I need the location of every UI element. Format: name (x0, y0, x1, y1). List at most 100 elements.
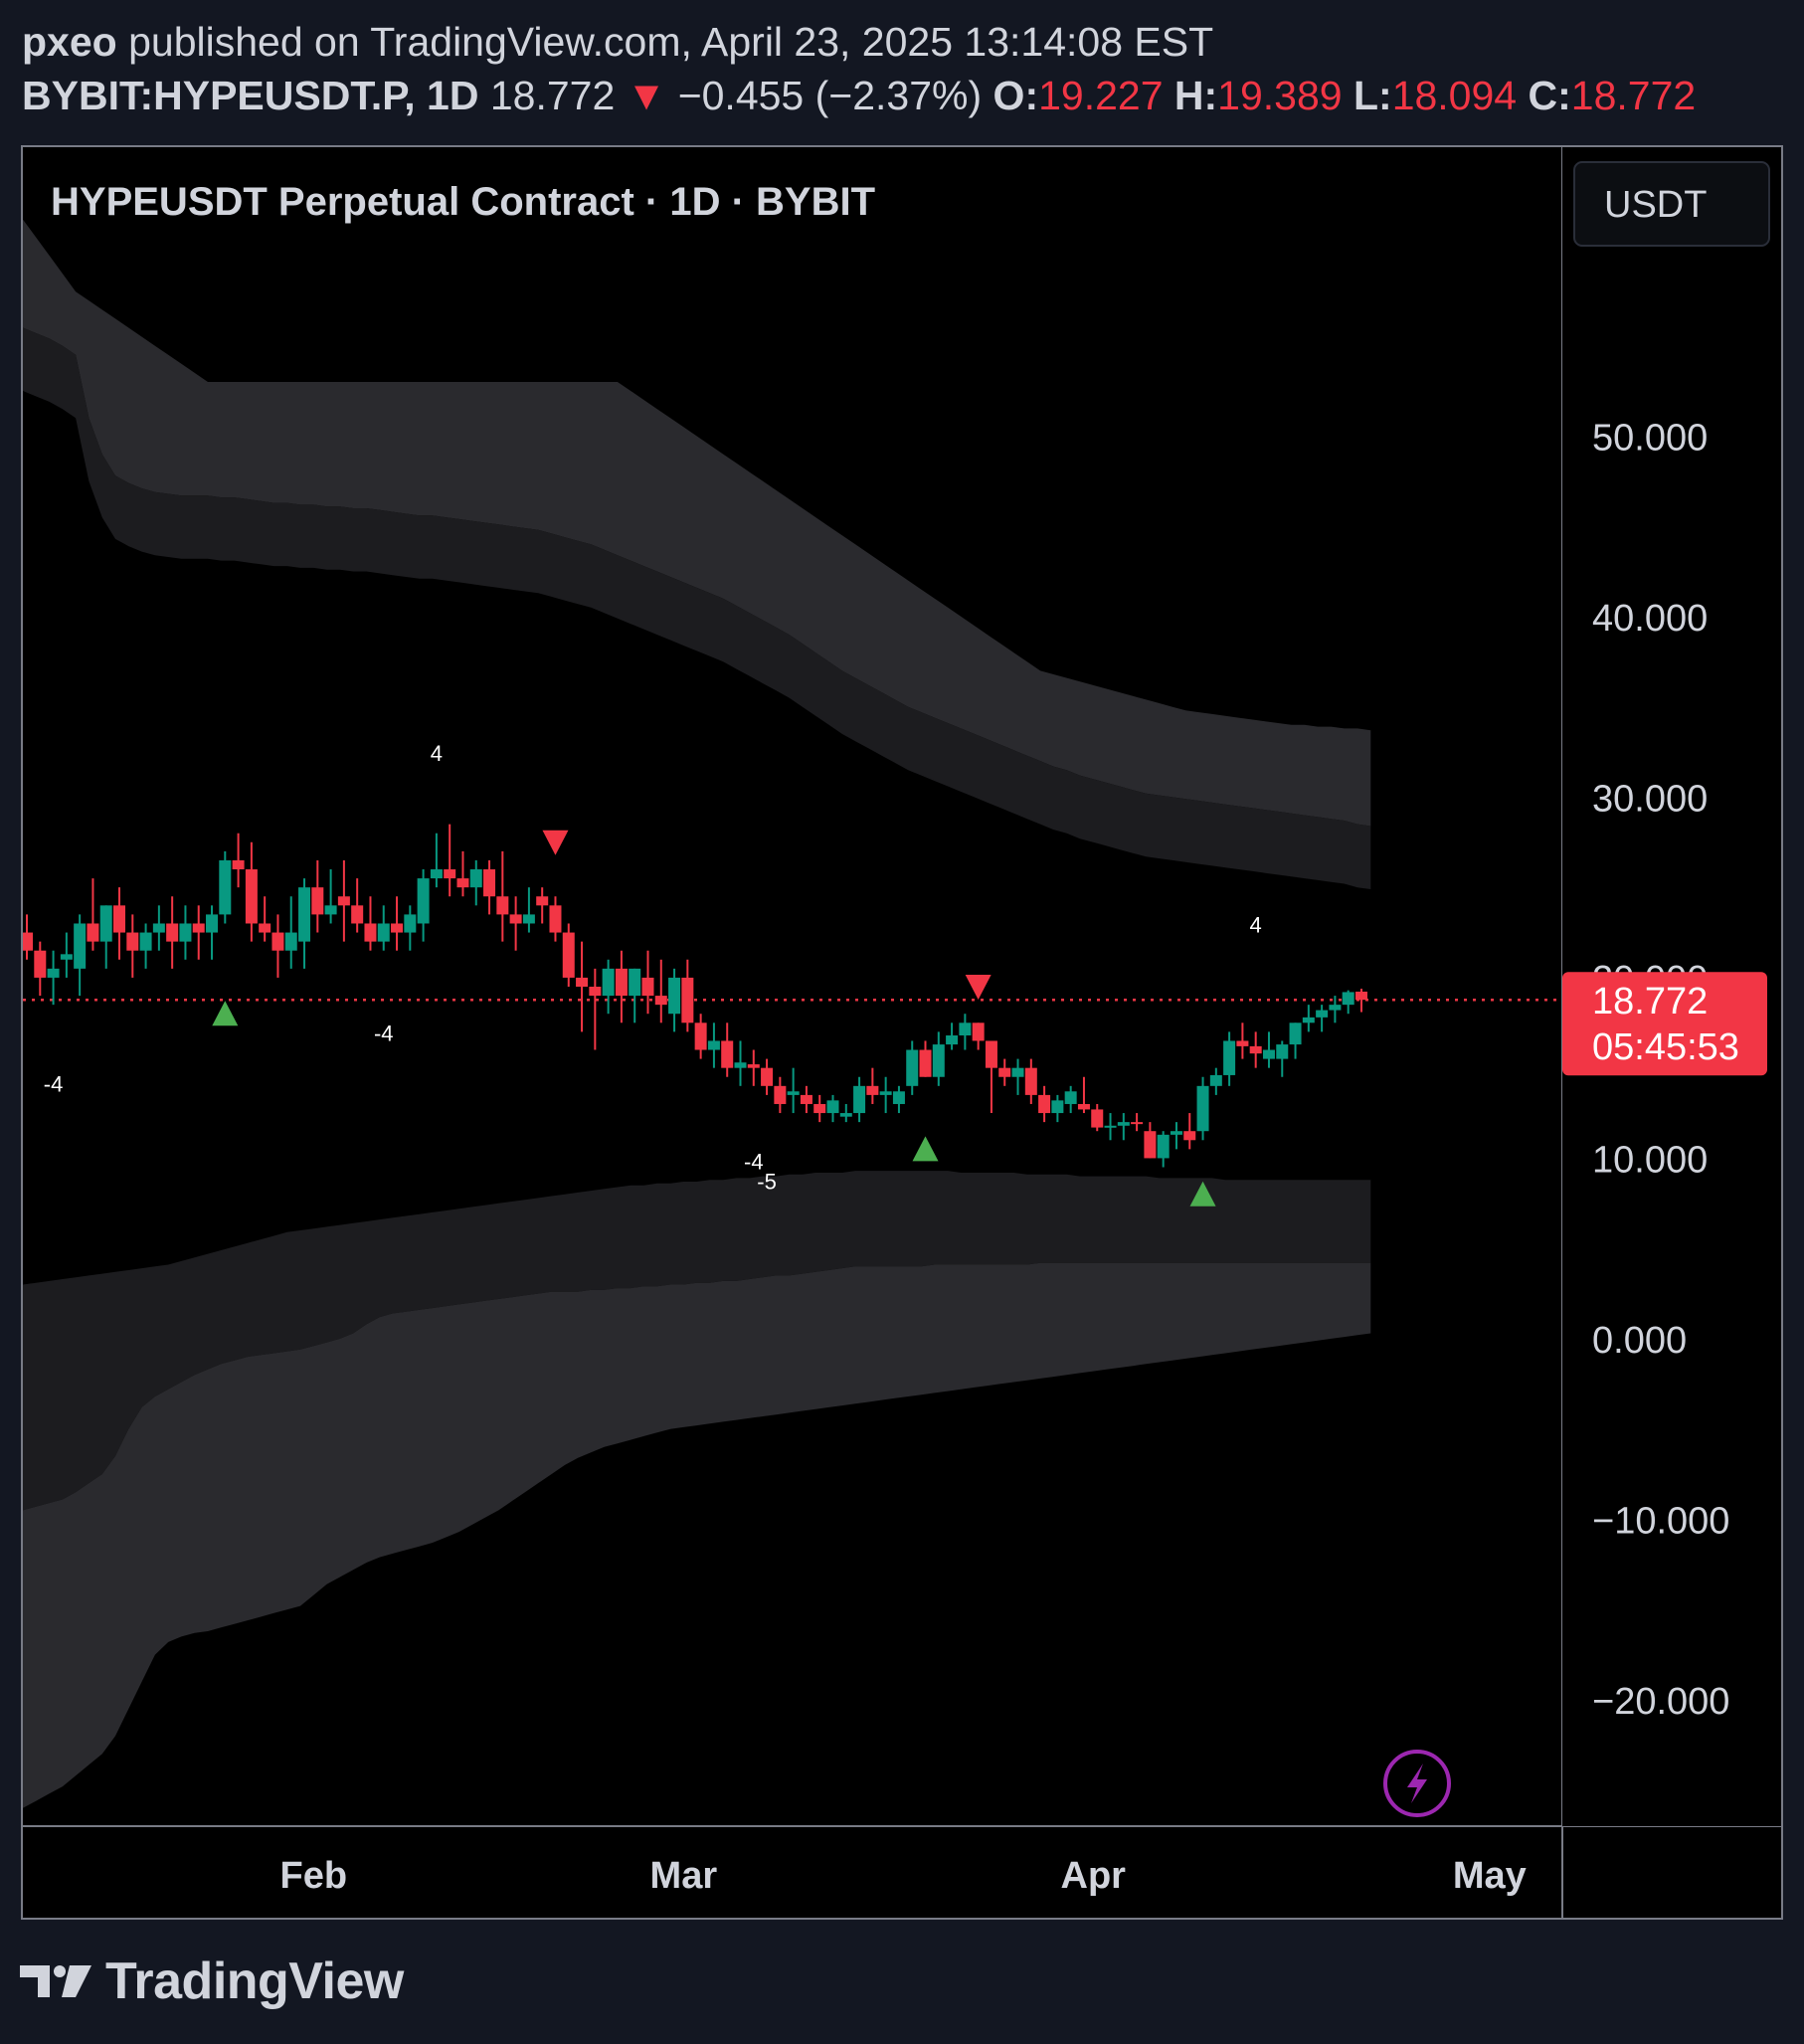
candle[interactable] (509, 896, 522, 951)
candle[interactable] (298, 878, 311, 969)
candle[interactable] (1236, 1022, 1249, 1059)
candle[interactable] (192, 905, 205, 960)
currency-button[interactable]: USDT (1573, 161, 1770, 247)
candle[interactable] (1329, 996, 1342, 1023)
candle[interactable] (589, 968, 602, 1050)
candle[interactable] (1354, 989, 1367, 1013)
lightning-bolt-icon[interactable] (1383, 1750, 1451, 1817)
candle[interactable] (139, 923, 152, 969)
candle[interactable] (179, 905, 192, 960)
candle[interactable] (23, 914, 33, 960)
candle[interactable] (602, 959, 615, 1015)
price-chart[interactable]: 4-4-4-4-54 50.00040.00030.00010.0000.000… (23, 147, 1781, 1918)
candle[interactable] (932, 1031, 945, 1086)
candle[interactable] (99, 905, 112, 969)
candle[interactable] (1316, 1005, 1329, 1032)
candle[interactable] (1104, 1113, 1117, 1141)
candle[interactable] (826, 1094, 839, 1123)
candle[interactable] (1038, 1085, 1051, 1123)
candle[interactable] (351, 878, 364, 933)
candle[interactable] (985, 1040, 997, 1114)
candle[interactable] (206, 905, 219, 960)
candle[interactable] (839, 1103, 852, 1123)
candle[interactable] (668, 968, 681, 1032)
candle[interactable] (1183, 1113, 1196, 1150)
candle[interactable] (787, 1067, 800, 1114)
candle[interactable] (615, 950, 628, 1023)
candle[interactable] (1117, 1113, 1130, 1141)
candle[interactable] (694, 1014, 707, 1059)
candle[interactable] (1223, 1031, 1236, 1086)
candle[interactable] (364, 896, 377, 951)
candle[interactable] (1342, 990, 1354, 1015)
candle[interactable] (271, 914, 284, 978)
candle[interactable] (721, 1022, 734, 1077)
candle[interactable] (1170, 1122, 1182, 1150)
candle[interactable] (813, 1094, 826, 1123)
candle[interactable] (1144, 1122, 1157, 1159)
candle[interactable] (34, 941, 47, 997)
candle[interactable] (919, 1040, 932, 1077)
candle[interactable] (469, 859, 482, 906)
candle[interactable] (1011, 1058, 1024, 1095)
candle[interactable] (377, 905, 390, 951)
candle[interactable] (324, 869, 337, 924)
candle[interactable] (496, 850, 509, 942)
candle[interactable] (126, 914, 139, 978)
candle[interactable] (866, 1067, 879, 1104)
candle[interactable] (444, 824, 456, 897)
candle[interactable] (232, 833, 245, 888)
candle[interactable] (60, 932, 73, 978)
candle[interactable] (1157, 1131, 1170, 1168)
candle[interactable] (562, 923, 575, 987)
candle[interactable] (800, 1085, 812, 1114)
candle[interactable] (959, 1014, 972, 1050)
candle[interactable] (536, 887, 549, 924)
candle[interactable] (417, 869, 430, 942)
candle[interactable] (1064, 1085, 1077, 1114)
candle[interactable] (337, 859, 350, 942)
candle[interactable] (761, 1058, 774, 1095)
candle[interactable] (1302, 1005, 1315, 1032)
candle[interactable] (946, 1022, 959, 1050)
candle[interactable] (1196, 1076, 1209, 1141)
candle[interactable] (245, 841, 258, 942)
candle[interactable] (87, 878, 99, 951)
candle[interactable] (219, 850, 232, 924)
candle[interactable] (391, 896, 404, 951)
candle[interactable] (707, 1022, 720, 1068)
candle[interactable] (1051, 1094, 1064, 1123)
candle[interactable] (734, 1040, 747, 1086)
candle[interactable] (284, 896, 297, 969)
candle[interactable] (166, 896, 179, 969)
candle[interactable] (998, 1058, 1011, 1086)
candle[interactable] (1077, 1076, 1090, 1114)
candle[interactable] (522, 887, 535, 933)
candle[interactable] (152, 905, 165, 951)
candle[interactable] (853, 1076, 866, 1123)
candle[interactable] (892, 1085, 905, 1114)
candle[interactable] (1131, 1113, 1144, 1132)
candle[interactable] (641, 950, 654, 1015)
candle[interactable] (1276, 1040, 1289, 1077)
candle[interactable] (906, 1040, 919, 1095)
candle[interactable] (747, 1049, 760, 1086)
candle[interactable] (483, 859, 496, 915)
candle[interactable] (629, 968, 641, 1023)
candle[interactable] (972, 1022, 985, 1050)
candle[interactable] (1209, 1067, 1222, 1095)
candle[interactable] (1091, 1103, 1104, 1132)
candle[interactable] (404, 905, 417, 951)
candle[interactable] (430, 833, 443, 888)
candle[interactable] (47, 950, 60, 1006)
candle[interactable] (311, 859, 324, 933)
candle[interactable] (1249, 1031, 1262, 1068)
candle[interactable] (576, 941, 589, 1032)
author-name[interactable]: pxeo (22, 19, 117, 65)
tradingview-logo[interactable]: TradingView (20, 1951, 404, 2011)
candle[interactable] (549, 896, 562, 942)
candle[interactable] (113, 887, 126, 960)
candle[interactable] (259, 896, 271, 942)
candle[interactable] (774, 1076, 787, 1114)
candle[interactable] (654, 959, 667, 1023)
